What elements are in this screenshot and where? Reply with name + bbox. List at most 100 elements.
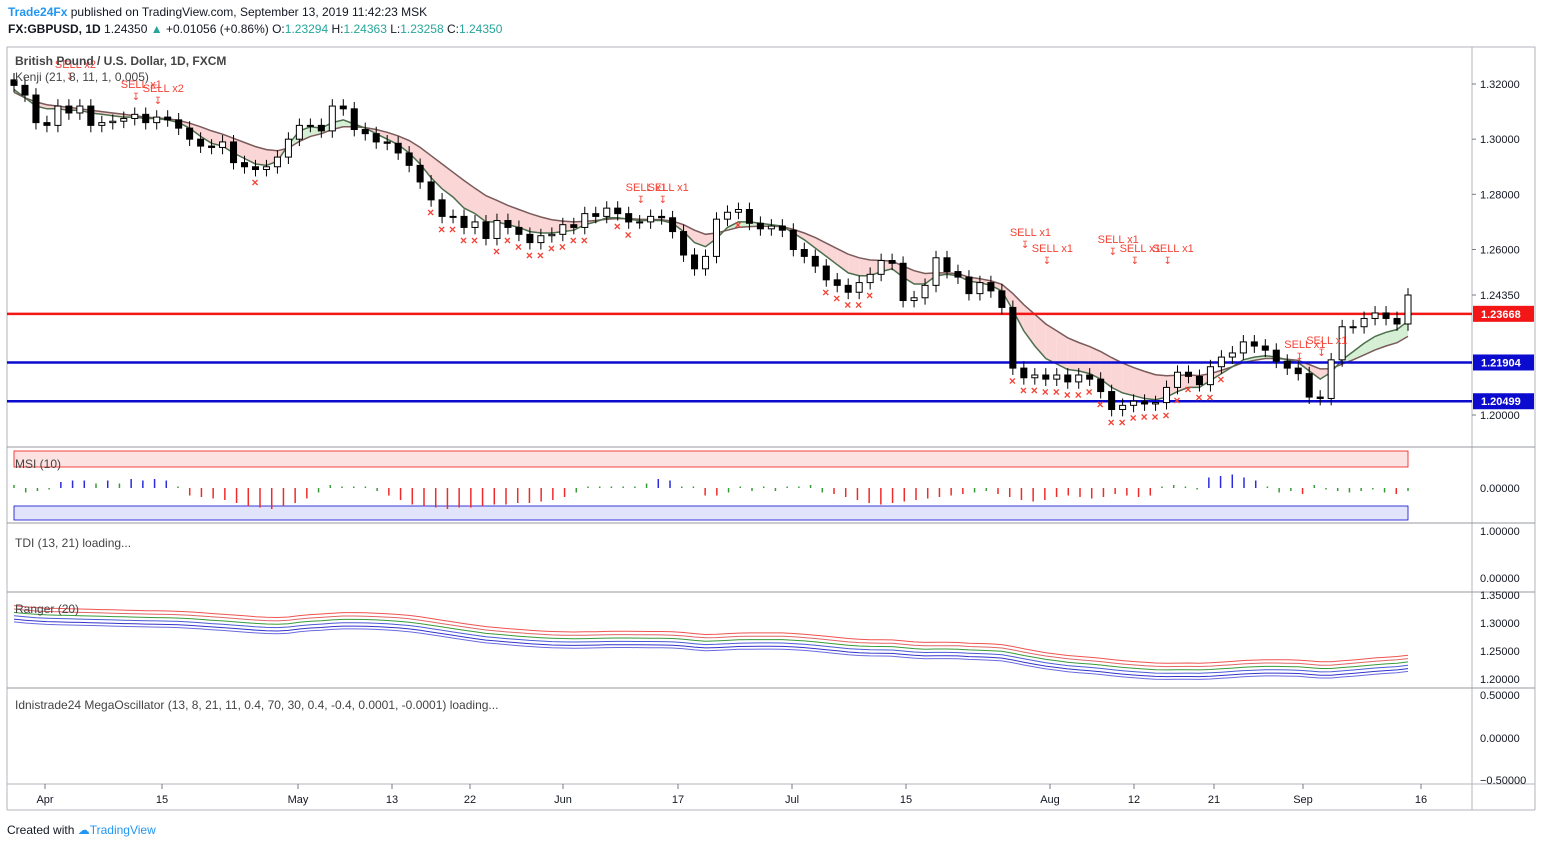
candle-body — [1097, 378, 1105, 393]
time-tick-label: Apr — [36, 794, 53, 806]
candle-body — [888, 260, 896, 264]
kenji-cloud-segment — [837, 248, 849, 273]
sell-arrow-icon: ↧ — [1164, 256, 1172, 267]
sell-cross-icon: × — [559, 240, 566, 254]
time-tick-label: 15 — [900, 794, 912, 806]
candle-body — [10, 79, 18, 86]
sell-arrow-icon: ↧ — [66, 72, 74, 83]
candle-body — [175, 119, 183, 129]
kenji-cloud-segment — [464, 180, 476, 214]
candle-body — [1327, 359, 1335, 399]
candle-body — [65, 105, 73, 114]
candle-body — [877, 260, 885, 275]
author-link[interactable]: Trade24Fx — [8, 5, 68, 19]
candle-body — [1371, 312, 1379, 319]
sell-cross-icon: × — [548, 242, 555, 256]
sell-signal-label: SELL x2 — [143, 83, 184, 95]
sell-signal-label: SELL x1 — [1284, 339, 1325, 351]
tdi-label: TDI (13, 21) loading... — [15, 536, 131, 550]
ranger-tick-label: 1.30000 — [1480, 618, 1520, 630]
candle-body — [482, 221, 490, 239]
candle-body — [54, 105, 62, 126]
candle-body — [1064, 374, 1072, 383]
candle-body — [767, 225, 775, 230]
sell-cross-icon: × — [1173, 393, 1180, 407]
ranger-tick-label: 1.25000 — [1480, 646, 1520, 658]
candle-body — [1283, 360, 1291, 369]
kenji-cloud-segment — [694, 230, 706, 247]
candle-body — [800, 249, 808, 257]
sell-cross-icon: × — [1195, 391, 1202, 405]
high-value: 1.24363 — [343, 22, 387, 36]
price-tick-label: 1.20000 — [1480, 410, 1520, 422]
level-price-tag-text: 1.23668 — [1481, 309, 1521, 321]
candle-body — [43, 122, 51, 126]
candle-body — [1404, 294, 1412, 325]
candle-body — [910, 297, 918, 302]
candle-body — [230, 141, 238, 164]
sell-cross-icon: × — [427, 206, 434, 220]
candle-body — [240, 162, 249, 168]
mega-tick-label: 0.00000 — [1480, 733, 1520, 745]
kenji-cloud-segment — [914, 270, 926, 284]
candle-body — [1338, 326, 1346, 361]
sell-cross-icon: × — [493, 244, 500, 258]
sell-arrow-icon: ↧ — [154, 96, 162, 107]
candle-body — [833, 279, 841, 286]
candle-body — [438, 199, 446, 217]
ranger-band-line — [13, 621, 1409, 680]
candle-body — [1294, 367, 1302, 375]
sell-arrow-icon: ↧ — [1317, 348, 1325, 359]
low-value: 1.23258 — [400, 22, 444, 36]
candle-body — [745, 209, 753, 224]
candle-body — [284, 138, 292, 158]
candle-body — [592, 213, 600, 217]
sell-signal-label: SELL x1 — [1120, 243, 1161, 255]
kenji-cloud-segment — [859, 257, 871, 276]
candle-body — [603, 207, 611, 217]
candle-body — [1042, 374, 1050, 380]
tradingview-link[interactable]: TradingView — [89, 823, 156, 837]
sell-cross-icon: × — [866, 288, 873, 302]
up-arrow-icon: ▲ — [150, 22, 163, 36]
time-tick-label: 17 — [672, 794, 684, 806]
sell-signal-label: SELL x1 — [1010, 227, 1051, 239]
candle-body — [789, 229, 797, 250]
footer: Created with ☁TradingView — [7, 823, 156, 837]
candle-body — [328, 105, 336, 132]
candle-body — [1173, 371, 1182, 388]
sell-arrow-icon: ↧ — [659, 195, 667, 206]
sell-cross-icon: × — [504, 233, 511, 247]
msi-tick-label: 0.00000 — [1480, 483, 1520, 495]
candle-body — [493, 220, 501, 239]
sell-cross-icon: × — [1009, 374, 1016, 388]
kenji-cloud-segment — [1364, 336, 1376, 355]
kenji-cloud-segment — [1100, 351, 1112, 388]
candle-body — [1152, 402, 1160, 405]
candle-body — [1119, 404, 1127, 410]
sell-cross-icon: × — [1064, 388, 1071, 402]
time-tick-label: 22 — [464, 794, 476, 806]
candle-body — [1195, 375, 1203, 386]
sell-cross-icon: × — [822, 286, 829, 300]
ranger-band-line — [13, 618, 1409, 678]
kenji-cloud-segment — [826, 243, 838, 265]
symbol-text: FX:GBPUSD, 1D — [8, 22, 101, 36]
ranger-band-line — [13, 608, 1409, 668]
kenji-fast-line — [13, 88, 1409, 401]
candle-body — [822, 265, 830, 281]
time-tick-label: Jul — [785, 794, 799, 806]
mega-tick-label: 0.50000 — [1480, 690, 1520, 702]
candle-body — [1305, 373, 1313, 398]
candle-body — [350, 108, 358, 131]
candle-body — [526, 233, 534, 244]
candle-body — [1349, 326, 1357, 329]
candle-body — [295, 124, 303, 140]
candle-body — [76, 105, 84, 114]
level-price-tag-text: 1.21904 — [1481, 357, 1522, 369]
sell-cross-icon: × — [1042, 385, 1049, 399]
sell-cross-icon: × — [1086, 385, 1093, 399]
sell-cross-icon: × — [625, 228, 632, 242]
candle-body — [515, 226, 523, 235]
